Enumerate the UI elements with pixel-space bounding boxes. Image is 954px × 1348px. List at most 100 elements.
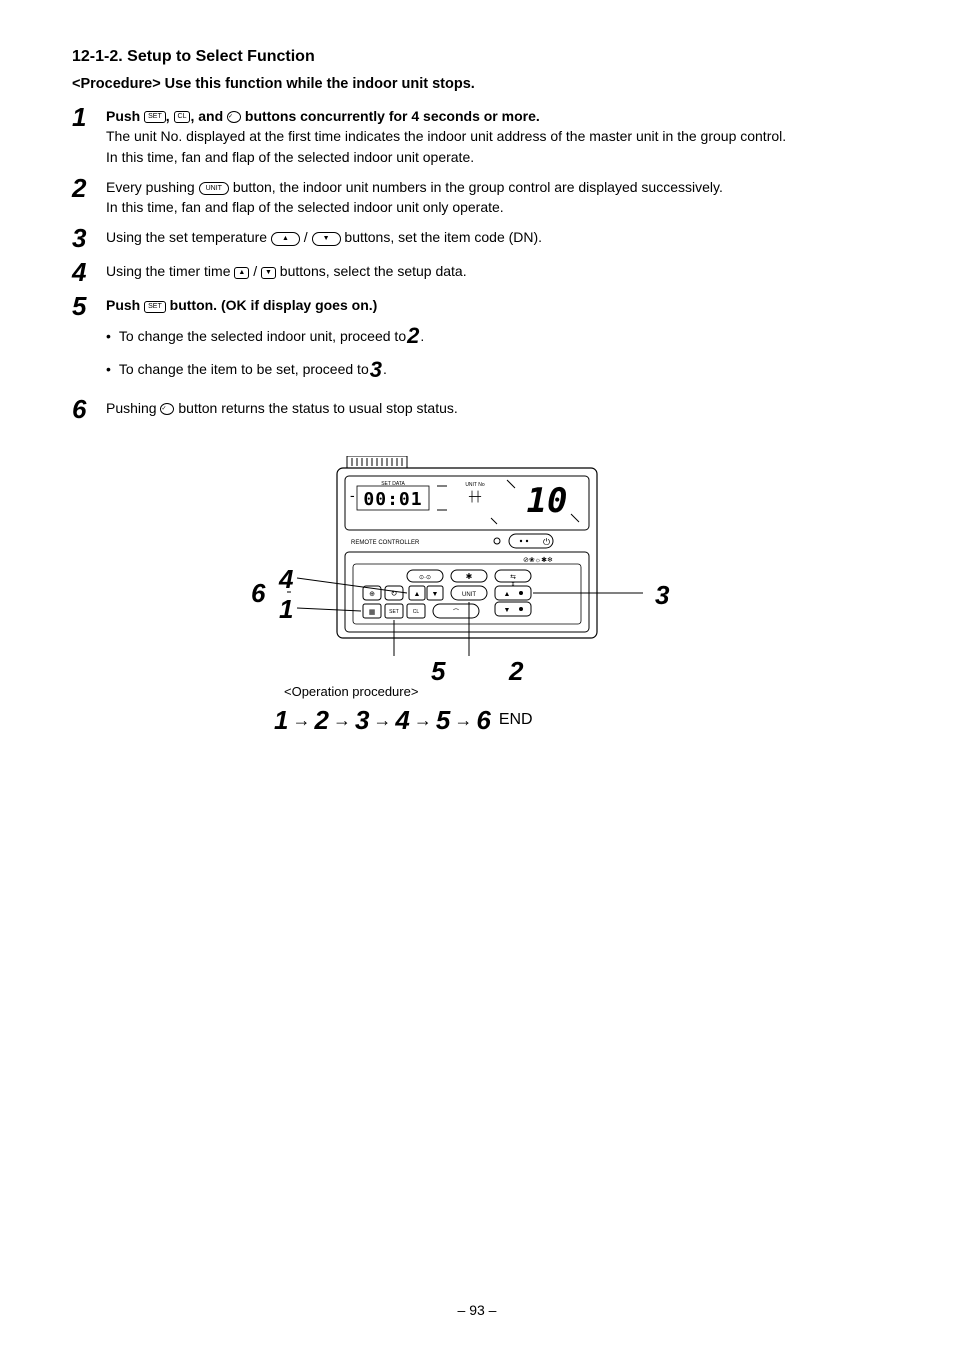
step-body: Pushing ✓ button returns the status to u… bbox=[106, 398, 882, 418]
bullet1-num: 2 bbox=[407, 320, 419, 352]
step5-b: button. (OK if display goes on.) bbox=[166, 297, 378, 313]
lcd-setdata-label: SET DATA bbox=[381, 481, 405, 487]
step4-b: buttons, select the setup data. bbox=[276, 263, 467, 279]
svg-text:▼: ▼ bbox=[432, 591, 439, 598]
set-icon: SET bbox=[144, 301, 166, 313]
svg-text:SET: SET bbox=[389, 609, 399, 615]
svg-text:▲: ▲ bbox=[504, 591, 511, 598]
svg-text:↻: ↻ bbox=[391, 589, 398, 598]
step-6: 6 Pushing ✓ button returns the status to… bbox=[72, 398, 882, 422]
step-number: 6 bbox=[72, 396, 106, 422]
page-number: – 93 – bbox=[0, 1302, 954, 1318]
bullet2-a: To change the item to be set, proceed to bbox=[119, 359, 369, 379]
cl-icon: CL bbox=[174, 111, 191, 123]
heading-title: Setup to Select Function bbox=[127, 48, 315, 65]
svg-text:▦: ▦ bbox=[369, 609, 376, 616]
bullet-2: To change the item to be set, proceed to… bbox=[106, 354, 882, 386]
remote-svg: SET DATA 00:01 - UNIT No ┼┼ 10 REMOTE CO… bbox=[287, 456, 647, 666]
step1-bold-c: , and bbox=[190, 108, 227, 124]
step1-bold-d: buttons concurrently for 4 seconds or mo… bbox=[241, 108, 540, 124]
svg-text:⊙·⊙: ⊙·⊙ bbox=[419, 575, 431, 581]
step-body: Every pushing UNIT button, the indoor un… bbox=[106, 177, 882, 218]
callout-3: 3 bbox=[655, 580, 669, 611]
step-body: Using the set temperature ▲ / ▼ buttons,… bbox=[106, 227, 882, 247]
svg-text:⊘❀☼✱❄: ⊘❀☼✱❄ bbox=[523, 556, 553, 564]
step4-mid: / bbox=[249, 263, 261, 279]
bullet2-num: 3 bbox=[370, 354, 382, 386]
step1-bold-b: , bbox=[166, 108, 174, 124]
svg-text:┼┼: ┼┼ bbox=[468, 490, 482, 503]
step-body: Push SET button. (OK if display goes on.… bbox=[106, 295, 882, 387]
heading-number: 12-1-2. bbox=[72, 48, 123, 65]
unit-icon: UNIT bbox=[199, 182, 229, 195]
step3-b: buttons, set the item code (DN). bbox=[341, 229, 543, 245]
callout-4: 4 bbox=[279, 564, 293, 595]
svg-text:⌒: ⌒ bbox=[453, 609, 459, 616]
callout-6: 6 bbox=[251, 578, 265, 609]
svg-text:⇆: ⇆ bbox=[510, 574, 516, 581]
svg-text:-: - bbox=[350, 487, 355, 503]
callout-2: 2 bbox=[509, 656, 523, 687]
section-heading: 12-1-2. Setup to Select Function bbox=[72, 48, 882, 66]
step3-a: Using the set temperature bbox=[106, 229, 271, 245]
svg-text:▲: ▲ bbox=[414, 591, 421, 598]
step-3: 3 Using the set temperature ▲ / ▼ button… bbox=[72, 227, 882, 251]
step1-line2: In this time, fan and flap of the select… bbox=[106, 149, 474, 165]
svg-text:CL: CL bbox=[413, 609, 420, 615]
step-number: 4 bbox=[72, 259, 106, 285]
step-number: 2 bbox=[72, 175, 106, 201]
lcd-left-value: 00:01 bbox=[363, 489, 422, 510]
step-body: Push SET, CL, and ✓ buttons concurrently… bbox=[106, 106, 882, 167]
step6-a: Pushing bbox=[106, 400, 160, 416]
callout-1: 1 bbox=[279, 594, 293, 625]
temp-up-icon: ▲ bbox=[271, 232, 300, 246]
flow-6: 6 bbox=[476, 705, 490, 736]
bullet-1: To change the selected indoor unit, proc… bbox=[106, 320, 882, 352]
svg-text:✱: ✱ bbox=[466, 572, 473, 581]
step-number: 1 bbox=[72, 104, 106, 130]
flow-5: 5 bbox=[436, 705, 450, 736]
svg-text:▼: ▼ bbox=[504, 607, 511, 614]
step5-bullets: To change the selected indoor unit, proc… bbox=[106, 320, 882, 386]
arrow-icon: → bbox=[373, 710, 391, 731]
bullet1-a: To change the selected indoor unit, proc… bbox=[119, 326, 406, 346]
lcd-right-value: 10 bbox=[527, 481, 568, 521]
step-body: Using the timer time ▲ / ▼ buttons, sele… bbox=[106, 261, 882, 281]
flow-3: 3 bbox=[355, 705, 369, 736]
unit-button-label: UNIT bbox=[462, 592, 476, 598]
procedure-heading: <Procedure> Use this function while the … bbox=[72, 76, 882, 92]
remote-diagram: 4 6 1 3 5 2 SET DATA 00:01 - UNIT No ┼┼ … bbox=[287, 456, 667, 666]
step6-b: button returns the status to usual stop … bbox=[174, 400, 457, 416]
step-number: 3 bbox=[72, 225, 106, 251]
step2-a: Every pushing bbox=[106, 179, 199, 195]
svg-text:⇕: ⇕ bbox=[510, 581, 515, 588]
step5-a: Push bbox=[106, 297, 144, 313]
bullet2-b: . bbox=[383, 359, 387, 379]
arrow-icon: → bbox=[454, 710, 472, 731]
lcd-unitno-label: UNIT No bbox=[465, 482, 485, 488]
temp-dn-icon: ▼ bbox=[312, 232, 341, 246]
flow-end: END bbox=[499, 711, 533, 729]
set-icon: SET bbox=[144, 111, 166, 123]
flow-4: 4 bbox=[395, 705, 409, 736]
timer-dn-icon: ▼ bbox=[261, 267, 276, 279]
callout-5: 5 bbox=[431, 656, 445, 687]
operation-procedure-label: <Operation procedure> bbox=[284, 684, 882, 699]
step2-b: button, the indoor unit numbers in the g… bbox=[233, 179, 723, 195]
arrow-icon: → bbox=[414, 710, 432, 731]
step1-bold-a: Push bbox=[106, 108, 144, 124]
test-icon: ✓ bbox=[227, 111, 241, 123]
svg-text:⏻: ⏻ bbox=[543, 537, 550, 547]
arrow-icon: → bbox=[292, 710, 310, 731]
test-icon: ✓ bbox=[160, 403, 174, 415]
step1-line1: The unit No. displayed at the first time… bbox=[106, 128, 786, 144]
step-number: 5 bbox=[72, 293, 106, 319]
step-4: 4 Using the timer time ▲ / ▼ buttons, se… bbox=[72, 261, 882, 285]
flow-2: 2 bbox=[314, 705, 328, 736]
step4-a: Using the timer time bbox=[106, 263, 234, 279]
step3-mid: / bbox=[300, 229, 312, 245]
svg-text:⊕: ⊕ bbox=[369, 591, 375, 598]
step-5: 5 Push SET button. (OK if display goes o… bbox=[72, 295, 882, 387]
bullet1-b: . bbox=[420, 326, 424, 346]
operation-flow: 1 → 2 → 3 → 4 → 5 → 6 END bbox=[274, 705, 882, 736]
